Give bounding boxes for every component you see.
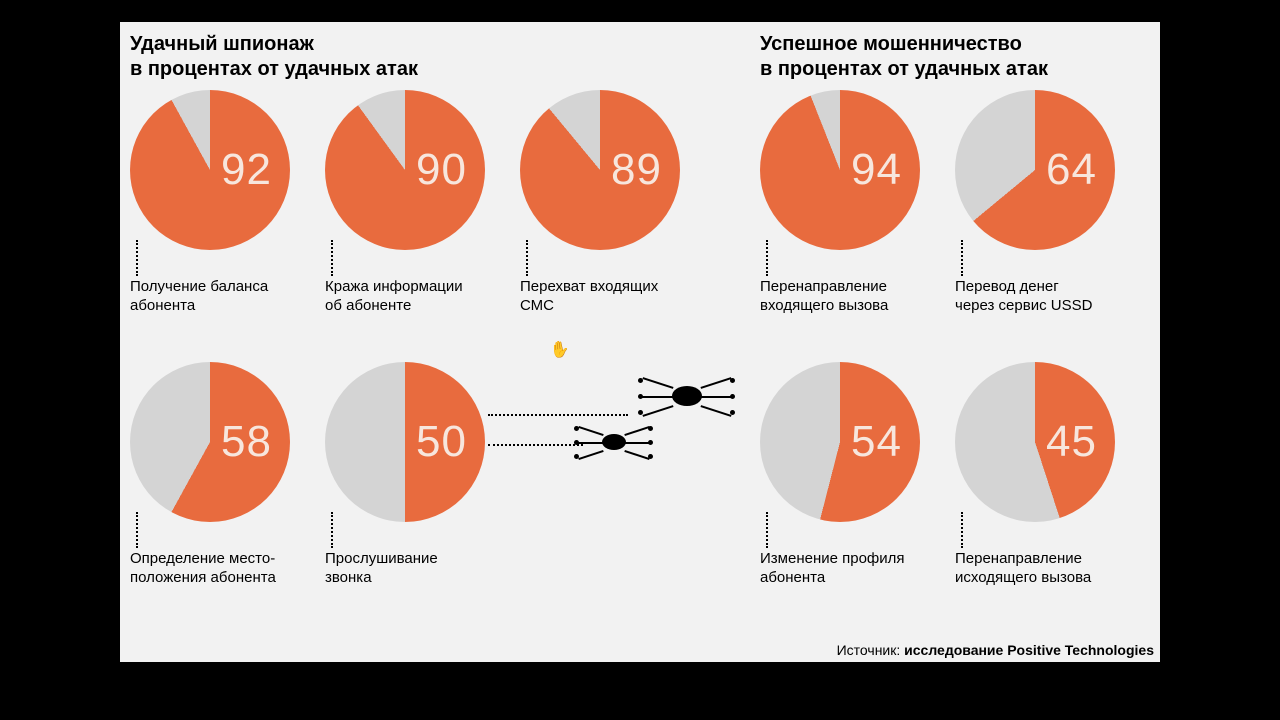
pie-value: 90 [416,145,467,195]
pie-wiretap: 50Прослушивание звонка [325,362,495,522]
pie-label: Прослушивание звонка [325,550,438,588]
infographic-canvas: Удачный шпионаж в процентах от удачных а… [120,22,1160,662]
section-right: Успешное мошенничество в процентах от уд… [760,32,1048,82]
chip-bug-icon [640,372,730,422]
pie-value: 45 [1046,417,1097,467]
leader-line [136,240,138,276]
source-text: исследование Positive Technologies [904,642,1154,658]
leader-line [136,512,138,548]
decoration-area: ✋ [490,352,750,512]
leader-line [331,240,333,276]
leader-line [766,512,768,548]
leader-line [961,512,963,548]
pie-label: Определение место- положения абонента [130,550,276,588]
pie-label: Получение баланса абонента [130,278,268,316]
section-left-title: Удачный шпионаж в процентах от удачных а… [130,32,418,82]
leader-line [961,240,963,276]
dotted-connector [488,444,583,446]
pie-label: Перевод денег через сервис USSD [955,278,1092,316]
chip-bug-icon [578,422,648,462]
section-left: Удачный шпионаж в процентах от удачных а… [130,32,418,82]
section-right-title: Успешное мошенничество в процентах от уд… [760,32,1048,82]
source-line: Источник: исследование Positive Technolo… [837,642,1154,658]
source-prefix: Источник: [837,642,905,658]
pie-sms-intercept: 89Перехват входящих СМС [520,90,690,250]
pie-label: Кража информации об абоненте [325,278,463,316]
pie-balance: 92Получение баланса абонента [130,90,300,250]
leader-line [526,240,528,276]
pie-value: 50 [416,417,467,467]
pie-info-theft: 90Кража информации об абоненте [325,90,495,250]
leader-line [331,512,333,548]
pie-call-redirect-out: 45Перенаправление исходящего вызова [955,362,1125,522]
leader-line [766,240,768,276]
dotted-connector [488,414,628,416]
pie-value: 64 [1046,145,1097,195]
pie-label: Изменение профиля абонента [760,550,905,588]
pie-label: Перенаправление исходящего вызова [955,550,1091,588]
pie-label: Перехват входящих СМС [520,278,690,316]
pie-value: 92 [221,145,272,195]
pie-value: 94 [851,145,902,195]
pie-value: 89 [611,145,662,195]
pie-ussd-money: 64Перевод денег через сервис USSD [955,90,1125,250]
pie-location: 58Определение место- положения абонента [130,362,300,522]
grab-cursor-icon: ✋ [549,339,572,362]
pie-value: 54 [851,417,902,467]
pie-label: Перенаправление входящего вызова [760,278,888,316]
pie-value: 58 [221,417,272,467]
pie-call-redirect-in: 94Перенаправление входящего вызова [760,90,930,250]
pie-profile-change: 54Изменение профиля абонента [760,362,930,522]
